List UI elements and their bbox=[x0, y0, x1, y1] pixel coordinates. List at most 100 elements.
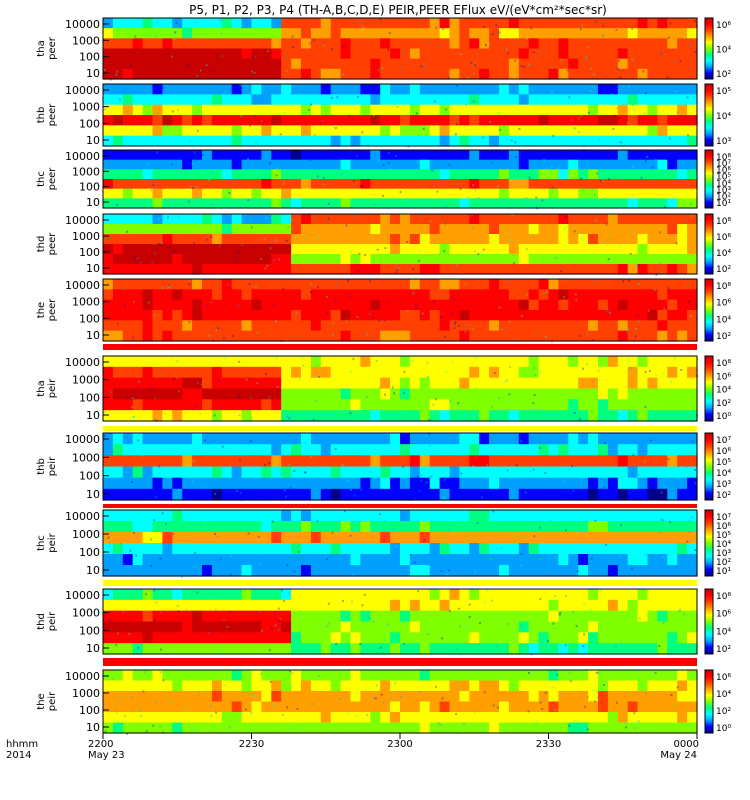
spectrogram-cell bbox=[340, 28, 352, 39]
spectrogram-cell bbox=[350, 244, 361, 255]
spectrogram-cell bbox=[350, 399, 361, 411]
spectrogram-cell bbox=[518, 455, 530, 468]
spectrogram-cell bbox=[667, 115, 678, 126]
spectrogram-cell bbox=[548, 632, 559, 644]
spectrogram-cell bbox=[449, 125, 460, 137]
spectrogram-cell bbox=[459, 712, 470, 724]
noise-speck bbox=[582, 202, 585, 205]
spectrogram-cell bbox=[598, 264, 609, 275]
spectrogram-cell bbox=[261, 299, 272, 311]
spectrogram-cell bbox=[390, 115, 401, 126]
spectrogram-cell bbox=[647, 356, 658, 368]
spectrogram-cell bbox=[518, 169, 530, 180]
noise-speck bbox=[197, 691, 200, 694]
spectrogram-cell bbox=[182, 310, 193, 321]
noise-speck bbox=[491, 32, 494, 35]
noise-speck bbox=[545, 473, 547, 476]
spectrogram-cell bbox=[192, 532, 203, 544]
noise-speck bbox=[675, 242, 678, 245]
spectrogram-cell bbox=[588, 444, 599, 456]
spectrogram-cell bbox=[231, 115, 243, 126]
noise-speck bbox=[456, 117, 459, 120]
spectrogram-cell bbox=[211, 320, 223, 332]
spectrogram-cell bbox=[508, 388, 520, 400]
noise-speck bbox=[565, 529, 567, 532]
spectrogram-cell bbox=[192, 670, 203, 682]
spectrogram-cell bbox=[657, 621, 668, 633]
spectrogram-cell bbox=[271, 643, 282, 655]
spectrogram-cell bbox=[429, 150, 441, 161]
spectrogram-cell bbox=[657, 670, 668, 682]
spectrogram-cell bbox=[231, 691, 243, 703]
spectrogram-cell bbox=[578, 279, 589, 290]
spectrogram-cell bbox=[301, 150, 312, 161]
noise-speck bbox=[152, 243, 155, 246]
noise-speck bbox=[454, 321, 457, 323]
spectrogram-cell bbox=[172, 510, 183, 522]
spectrogram-cell bbox=[617, 214, 629, 225]
spectrogram-cell bbox=[251, 455, 262, 468]
spectrogram-cell bbox=[340, 150, 352, 161]
spectrogram-cell bbox=[271, 632, 282, 644]
spectrogram-cell bbox=[637, 589, 649, 601]
spectrogram-cell bbox=[251, 488, 262, 501]
spectrogram-cell bbox=[409, 94, 421, 106]
spectrogram-cell bbox=[449, 399, 460, 411]
noise-speck bbox=[240, 115, 243, 118]
spectrogram-cell bbox=[350, 410, 361, 422]
spectrogram-cell bbox=[637, 565, 649, 577]
noise-speck bbox=[422, 127, 425, 130]
noise-speck bbox=[597, 671, 600, 674]
noise-speck bbox=[107, 270, 110, 273]
noise-speck bbox=[534, 57, 537, 60]
noise-speck bbox=[451, 107, 454, 110]
spectrogram-cell bbox=[370, 632, 381, 644]
spectrogram-cell bbox=[320, 254, 332, 265]
spectrogram-cell bbox=[320, 198, 332, 209]
spectrogram-cell bbox=[370, 299, 381, 311]
spectrogram-cell bbox=[231, 565, 243, 577]
spectrogram-cell bbox=[330, 264, 342, 275]
noise-speck bbox=[285, 239, 288, 242]
spectrogram-cell bbox=[221, 554, 233, 566]
spectrogram-cell bbox=[142, 125, 154, 137]
spectrogram-cell bbox=[301, 521, 312, 533]
spectrogram-cell bbox=[479, 466, 490, 479]
noise-speck bbox=[220, 651, 223, 654]
noise-speck bbox=[274, 611, 277, 613]
spectrogram-cell bbox=[429, 488, 441, 501]
spectrogram-cell bbox=[221, 254, 233, 265]
noise-speck bbox=[196, 129, 199, 132]
spectrogram-cell bbox=[400, 377, 411, 390]
noise-speck bbox=[394, 682, 397, 685]
noise-speck bbox=[291, 35, 294, 38]
spectrogram-cell bbox=[330, 58, 342, 70]
spectrogram-cell bbox=[598, 68, 609, 80]
spectrogram-cell bbox=[518, 444, 530, 456]
spectrogram-cell bbox=[202, 289, 213, 301]
noise-speck bbox=[154, 619, 156, 622]
noise-speck bbox=[277, 607, 280, 610]
noise-speck bbox=[660, 52, 663, 55]
noise-speck bbox=[326, 296, 328, 298]
spectrogram-cell bbox=[142, 58, 154, 70]
noise-speck bbox=[238, 414, 241, 417]
spectrogram-cell bbox=[627, 691, 639, 703]
spectrogram-cell bbox=[340, 444, 352, 456]
spectrogram-cell bbox=[350, 38, 361, 50]
noise-speck bbox=[311, 703, 314, 705]
spectrogram-cell bbox=[310, 410, 322, 422]
spectrogram-cell bbox=[112, 104, 124, 116]
spectrogram-cell bbox=[518, 532, 530, 544]
spectrogram-cell bbox=[469, 510, 480, 522]
spectrogram-cell bbox=[647, 366, 658, 379]
spectrogram-cell bbox=[103, 444, 114, 456]
spectrogram-cell bbox=[251, 565, 262, 577]
noise-speck bbox=[162, 679, 165, 682]
spectrogram-cell bbox=[647, 159, 658, 170]
spectrogram-cell bbox=[538, 38, 550, 50]
spectrogram-cell bbox=[667, 244, 678, 255]
spectrogram-cell bbox=[578, 330, 589, 342]
spectrogram-cell bbox=[598, 643, 609, 655]
spectrogram-cell bbox=[647, 150, 658, 161]
